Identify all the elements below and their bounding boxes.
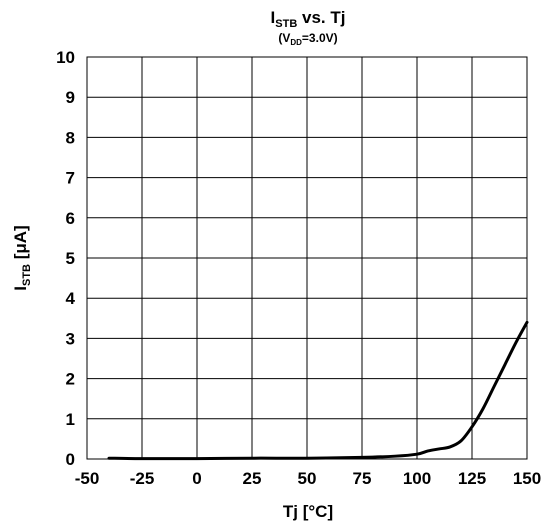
grid — [87, 57, 527, 459]
x-tick-label: -50 — [75, 469, 100, 488]
y-axis-label: ISTB [μA] — [11, 225, 33, 290]
y-tick-label: 10 — [56, 48, 75, 67]
x-tick-label: 50 — [298, 469, 317, 488]
y-tick-label: 1 — [66, 410, 75, 429]
x-tick-labels: -50 -25 0 25 50 75 100 125 150 — [75, 469, 541, 488]
x-tick-label: 125 — [458, 469, 486, 488]
y-tick-label: 2 — [66, 370, 75, 389]
x-axis-label: Tj [°C] — [283, 502, 333, 521]
y-tick-label: 4 — [66, 289, 76, 308]
x-tick-label: 0 — [192, 469, 201, 488]
y-tick-label: 6 — [66, 209, 75, 228]
y-tick-label: 3 — [66, 329, 75, 348]
x-tick-label: -25 — [130, 469, 155, 488]
y-tick-label: 7 — [66, 169, 75, 188]
x-tick-label: 100 — [403, 469, 431, 488]
chart-title: ISTB vs. Tj — [271, 8, 346, 30]
y-tick-label: 0 — [66, 450, 75, 469]
series-line — [107, 320, 529, 461]
x-tick-label: 25 — [243, 469, 262, 488]
x-tick-label: 75 — [353, 469, 372, 488]
y-tick-label: 5 — [66, 249, 75, 268]
x-tick-label: 150 — [513, 469, 541, 488]
y-tick-label: 9 — [66, 88, 75, 107]
y-tick-labels: 0 1 2 3 4 5 6 7 8 9 10 — [56, 48, 75, 469]
chart-subtitle: (VDD=3.0V) — [278, 31, 337, 47]
y-tick-label: 8 — [66, 128, 75, 147]
